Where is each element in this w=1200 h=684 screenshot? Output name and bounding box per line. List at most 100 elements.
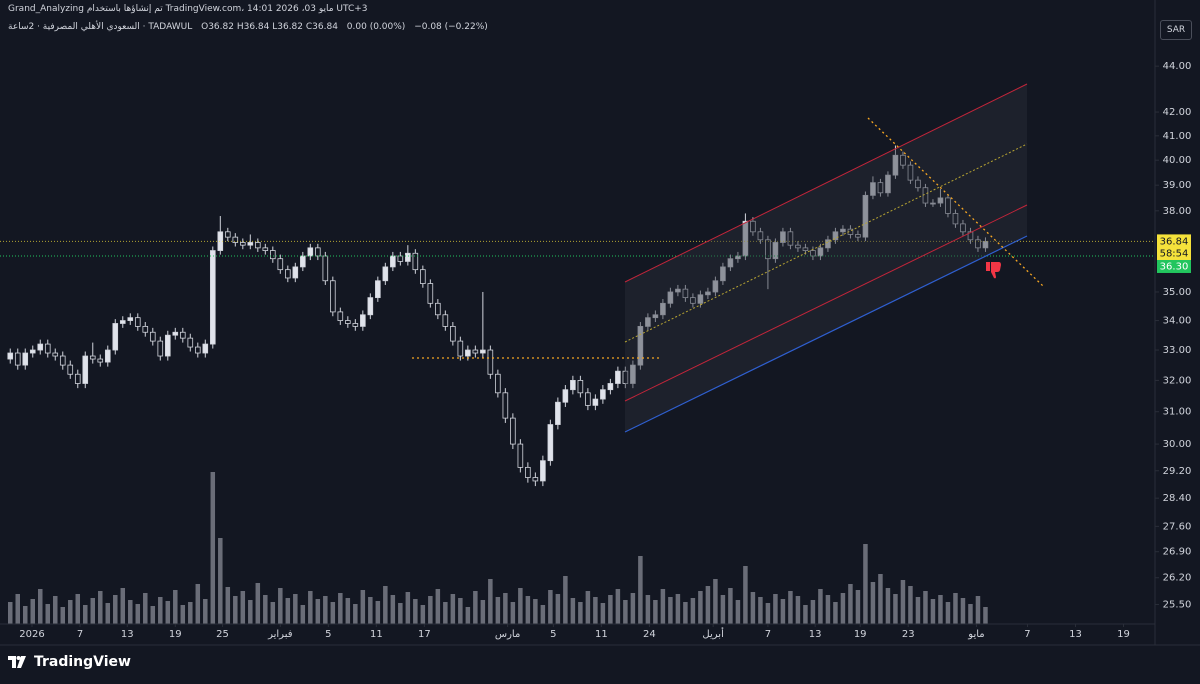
candle-body (877, 182, 884, 194)
volume-bar (45, 604, 51, 624)
volume-bar (750, 592, 756, 624)
x-tick-label: 19 (1117, 629, 1130, 640)
volume-bar (83, 605, 88, 624)
candle-body (892, 154, 899, 176)
volume-bar (105, 603, 111, 624)
labels: 44.00 42.00 41.00 40.00 39.00 38.00 35.00 34.00… (19, 61, 1191, 640)
volume-bar (480, 600, 486, 624)
candle-body (727, 258, 734, 268)
candle-body (367, 297, 374, 316)
y-tick-label: 25.50 (1163, 599, 1192, 610)
candle-body (652, 314, 659, 319)
candle-body (7, 352, 14, 360)
volume-bar (510, 602, 516, 624)
volume-bar (855, 590, 861, 624)
volume-bar (398, 603, 403, 624)
volume-bar (300, 605, 306, 624)
logo: TradingView (8, 654, 131, 670)
symbol: السعودي الأهلي المصرفية · 2ساعة · TADAWU… (8, 22, 193, 32)
x-tick-label: 24 (643, 629, 656, 640)
volume-bar (518, 588, 523, 624)
volume-bar (150, 606, 156, 624)
candle-body (172, 331, 179, 336)
x-tick-label: 2026 (19, 629, 44, 640)
volume-bar (540, 605, 546, 624)
volume-bar (833, 602, 838, 624)
candle-body (690, 297, 696, 304)
volume-bar (938, 595, 943, 624)
volume-bar (803, 605, 808, 624)
volume-bar (278, 588, 283, 624)
x-tick-label: مايو (967, 629, 984, 640)
x-tick-label: 11 (595, 629, 608, 640)
volume-bar (68, 600, 73, 624)
volume-bar (645, 595, 651, 624)
volume-bar (675, 594, 681, 624)
countdown-label: 58:54 (1160, 248, 1189, 259)
candle-body (960, 223, 966, 233)
candle-body (315, 247, 321, 257)
x-tick-label: 5 (550, 629, 556, 640)
x-tick-label: 7 (765, 629, 771, 640)
candle-body (97, 358, 104, 363)
volume-bar (758, 597, 763, 624)
volume-bar (840, 593, 846, 624)
candle-body (194, 346, 201, 354)
candle-body (720, 266, 726, 282)
candle-body (810, 250, 816, 257)
volume-bar (240, 591, 246, 624)
volume-bar (788, 591, 793, 624)
candle-body (412, 252, 419, 271)
candle-body (592, 398, 599, 406)
candle-body (345, 320, 351, 324)
x-tick-label: 5 (325, 629, 331, 640)
candle-body (450, 325, 456, 342)
candle-body (427, 283, 434, 304)
candle-body (164, 334, 171, 357)
candle-body (187, 337, 194, 348)
channel-lower-blue (624, 235, 1028, 433)
x-tick-label: 7 (77, 629, 83, 640)
candle-body (585, 392, 591, 406)
volume-bar (368, 597, 373, 624)
candle-body (127, 317, 134, 321)
bid-label: 36.30 (1160, 261, 1189, 272)
candle-body (29, 349, 36, 354)
volume-bar (165, 601, 171, 624)
volume-bar (555, 594, 561, 624)
candle-body (465, 349, 471, 357)
candle-body (360, 314, 366, 327)
candle-body (337, 311, 344, 321)
candle-body (179, 331, 186, 339)
candle-body (22, 352, 29, 366)
y-tick-label: 40.00 (1163, 155, 1192, 166)
logo-icon (8, 656, 26, 668)
volume-bar (795, 596, 801, 624)
candle-body (240, 242, 246, 246)
candle-body (14, 352, 21, 366)
currency-button[interactable]: SAR (1160, 20, 1192, 40)
candle-body (330, 280, 336, 313)
volume-bar (203, 599, 208, 624)
candle-body (900, 154, 906, 166)
volume-bar (765, 603, 771, 624)
volume-bar (968, 604, 973, 624)
bid-box (1157, 259, 1191, 273)
candle-body (435, 302, 441, 316)
candle-body (802, 247, 809, 251)
volume-bar (218, 538, 223, 624)
candle-body (577, 379, 584, 394)
candle-body (44, 343, 51, 354)
ohlc: O36.82 H36.84 L36.82 C36.84 (201, 22, 338, 32)
volume-bar (728, 588, 733, 624)
y-tick-label: 30.00 (1163, 439, 1192, 450)
candle-body (37, 343, 44, 351)
candle-body (562, 389, 569, 403)
y-tick-label: 39.00 (1163, 180, 1192, 191)
candle-body (660, 302, 666, 316)
candle-body (817, 247, 824, 257)
candle-body (930, 202, 936, 205)
y-tick-label: 33.00 (1163, 345, 1192, 356)
volume-bar (255, 583, 261, 624)
